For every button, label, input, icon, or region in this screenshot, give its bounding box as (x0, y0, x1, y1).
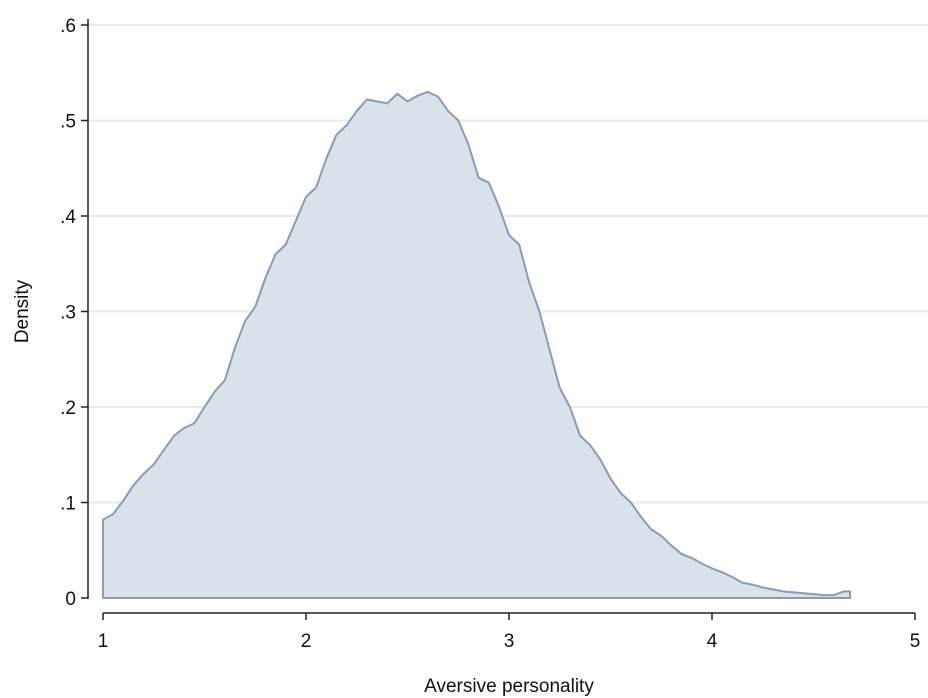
area-layer (102, 90, 852, 599)
x-tick-label: 2 (301, 631, 312, 652)
x-tick-label: 1 (98, 631, 109, 652)
y-tick-label: .2 (60, 398, 76, 419)
x-tick-label: 4 (707, 631, 718, 652)
density-area (102, 90, 852, 599)
x-tick-label: 5 (910, 631, 921, 652)
y-tick-label: .5 (60, 112, 76, 133)
x-tick-label: 3 (504, 631, 515, 652)
y-tick-label: .3 (60, 303, 76, 324)
axis-layer: 0 .1 .2 .3 .4 .5 .6 1 2 3 4 5 (60, 16, 920, 652)
y-tick-label: .6 (60, 16, 76, 37)
y-axis-title: Density (12, 279, 33, 343)
y-tick-label: 0 (65, 589, 76, 610)
y-tick-label: .1 (60, 494, 76, 515)
y-tick-label: .4 (60, 207, 76, 228)
x-axis-title: Aversive personality (424, 676, 594, 697)
